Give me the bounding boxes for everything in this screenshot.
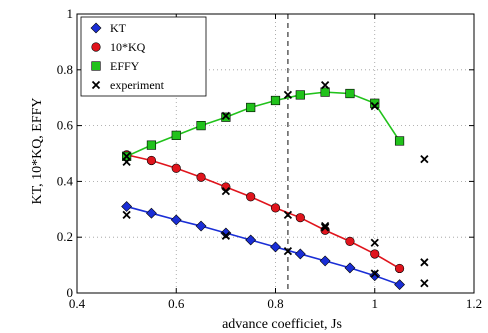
data-point-experiment — [420, 279, 429, 288]
data-point-kt — [294, 248, 306, 260]
data-point-effy — [196, 121, 206, 131]
data-point-10-kq — [171, 163, 181, 173]
data-point-effy — [320, 87, 330, 97]
tick-labels: 0.4 0.6 0.8 1 1.2 0 0.2 0.4 0.6 0.8 1 — [57, 6, 482, 311]
data-point-kt — [270, 241, 281, 253]
data-point-experiment — [420, 154, 429, 164]
data-point-10-kq — [370, 249, 380, 259]
data-point-kt — [369, 270, 381, 282]
data-point-experiment — [370, 269, 379, 278]
legend-box — [80, 16, 207, 97]
series-experiment — [122, 81, 429, 288]
y-tick-label: 1 — [67, 6, 74, 21]
legend-marker-effy — [91, 61, 101, 71]
x-tick-label: 0.6 — [168, 296, 185, 311]
legend-label-experiment: experiment — [110, 78, 165, 92]
data-point-effy — [270, 95, 281, 106]
data-point-10-kq — [246, 192, 256, 202]
data-point-kt — [121, 201, 133, 212]
data-point-effy — [246, 102, 256, 113]
data-point-effy — [295, 90, 305, 100]
data-point-experiment — [221, 111, 231, 120]
y-tick-label: 0.4 — [57, 173, 74, 188]
data-point-experiment — [420, 258, 429, 267]
data-point-experiment — [283, 90, 293, 100]
x-tick-label: 0.4 — [69, 296, 86, 311]
legend: KT 10*KQ EFFY experiment — [80, 16, 207, 97]
data-point-kt — [170, 214, 182, 226]
data-point-effy — [394, 136, 405, 146]
x-tick-label: 0.8 — [267, 296, 283, 311]
data-point-experiment — [283, 247, 293, 256]
data-point-10-kq — [345, 236, 355, 246]
legend-marker-kt — [90, 22, 102, 34]
data-point-experiment — [122, 152, 131, 161]
data-point-effy — [171, 130, 181, 140]
data-point-kt — [394, 279, 405, 291]
data-point-experiment — [370, 101, 379, 111]
y-tick-label: 0.8 — [57, 62, 73, 77]
legend-marker-experiment — [91, 80, 101, 90]
data-point-effy — [221, 112, 231, 122]
y-tick-label: 0.6 — [57, 118, 74, 133]
data-point-kt — [319, 255, 331, 267]
data-point-experiment — [320, 223, 330, 232]
series-kt — [121, 201, 405, 291]
data-point-10-kq — [394, 263, 405, 274]
data-point-experiment — [283, 210, 293, 220]
x-tick-label: 1 — [372, 296, 379, 311]
data-point-10-kq — [270, 203, 281, 213]
data-point-effy — [345, 88, 355, 99]
data-point-10-kq — [196, 172, 206, 182]
series-group — [121, 81, 429, 291]
data-point-kt — [344, 262, 356, 274]
y-tick-label: 0.2 — [57, 229, 73, 244]
y-axis-label: KT, 10*KQ, EFFY — [30, 97, 45, 204]
legend-label-kt: KT — [110, 21, 127, 35]
data-point-10-kq — [295, 213, 305, 223]
y-tick-label: 0 — [67, 285, 74, 300]
legend-label-10-kq: 10*KQ — [110, 40, 146, 54]
data-point-10-kq — [146, 155, 157, 166]
x-axis-label: advance coefficiet, Js — [222, 317, 342, 332]
series-effy — [122, 87, 405, 161]
data-point-experiment — [320, 221, 330, 231]
data-point-effy — [370, 98, 380, 108]
data-point-kt — [146, 207, 157, 219]
data-point-effy — [146, 140, 157, 150]
data-point-experiment — [320, 81, 330, 90]
data-point-experiment — [122, 210, 131, 220]
data-point-experiment — [221, 187, 231, 196]
legend-marker-10-kq — [91, 42, 101, 52]
legend-label-effy: EFFY — [110, 59, 140, 73]
axes — [76, 13, 475, 294]
data-point-kt — [220, 227, 232, 239]
data-point-kt — [195, 220, 207, 232]
x-tick-label: 1.2 — [466, 296, 482, 311]
data-point-experiment — [221, 231, 231, 240]
data-point-experiment — [370, 238, 379, 247]
data-point-kt — [245, 234, 257, 246]
